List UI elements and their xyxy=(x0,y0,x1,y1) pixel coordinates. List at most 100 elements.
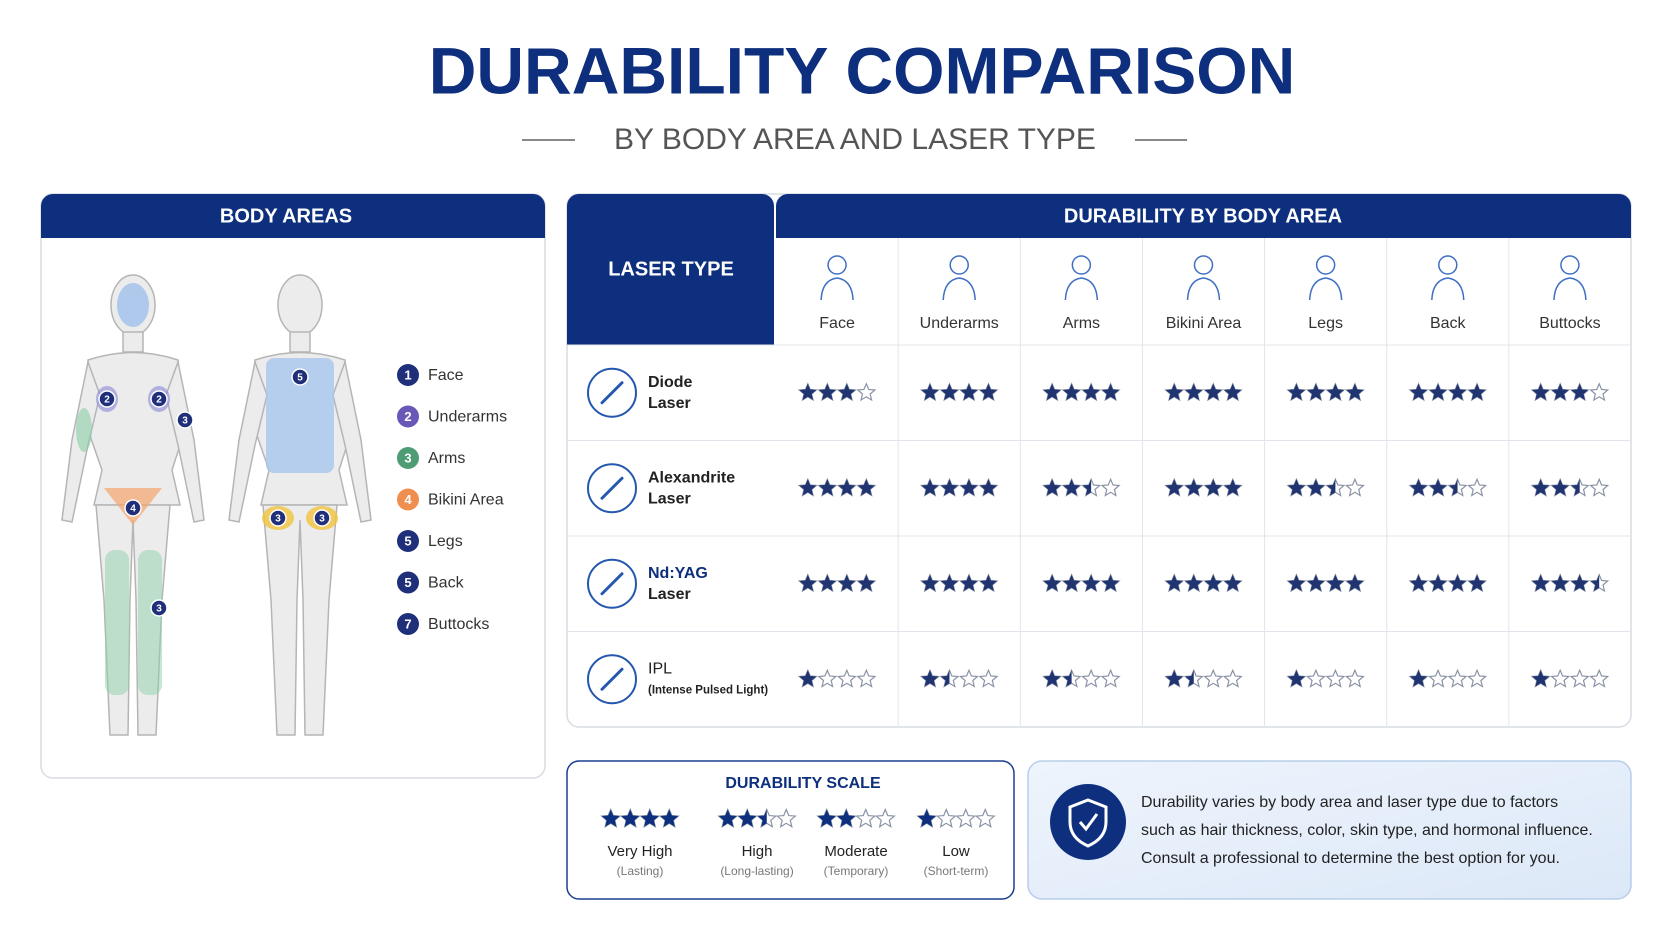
star-fill xyxy=(621,809,640,827)
star-fill xyxy=(979,383,998,401)
star-fill xyxy=(1307,574,1325,592)
star-outline xyxy=(955,807,977,828)
star-outline xyxy=(1325,668,1346,688)
scale-label: Moderate xyxy=(824,843,887,860)
legend-badge xyxy=(397,447,419,469)
star-fill xyxy=(1429,479,1447,496)
star-fill xyxy=(1590,574,1600,592)
area-icon xyxy=(1064,255,1099,301)
star-fill xyxy=(1326,479,1336,496)
marker xyxy=(150,390,168,408)
corner-header xyxy=(567,194,774,345)
star-fill xyxy=(1043,670,1061,687)
star-fill xyxy=(799,383,817,401)
marker xyxy=(269,509,287,527)
area-icon xyxy=(1431,255,1465,301)
star-outline xyxy=(1427,668,1449,688)
star-outline xyxy=(1589,668,1610,688)
star-fill xyxy=(838,383,856,401)
star-fill xyxy=(921,383,939,401)
star-fill xyxy=(960,574,978,592)
column-label: Buttocks xyxy=(1539,315,1600,332)
scale-note: (Long-lasting) xyxy=(720,864,793,878)
star-fill xyxy=(857,479,875,496)
star-fill xyxy=(1063,479,1081,496)
star-outline xyxy=(1466,477,1488,497)
legend-label: Face xyxy=(428,367,464,384)
star-fill xyxy=(817,809,836,827)
star-fill xyxy=(818,479,836,496)
star-rating xyxy=(1530,477,1610,497)
area-icon xyxy=(1186,255,1221,301)
star-outline xyxy=(1550,668,1571,688)
legend-number: 5 xyxy=(404,533,411,548)
icon-head xyxy=(1071,255,1092,275)
icon-body xyxy=(942,277,976,301)
marker xyxy=(124,499,142,517)
icon-body xyxy=(820,277,854,301)
star-fill xyxy=(1185,670,1194,687)
legend-label: Buttocks xyxy=(428,616,489,633)
star-outline xyxy=(775,807,797,828)
laser-glyph xyxy=(600,572,624,596)
laser-glyph xyxy=(600,667,624,691)
star-rating xyxy=(919,573,999,593)
laser-name: Diode xyxy=(648,374,693,391)
star-fill xyxy=(1043,479,1061,496)
star-fill xyxy=(601,809,620,827)
star-fill xyxy=(1287,383,1305,401)
star-rating xyxy=(1408,382,1488,402)
star-fill xyxy=(1224,479,1242,496)
marker xyxy=(313,509,331,527)
legend-badge xyxy=(397,488,419,511)
star-fill xyxy=(940,670,950,687)
table-body: Face Underarms Arms Bikini Area Legs Back Butt… xyxy=(567,238,1631,727)
note-line: Durability varies by body area and laser… xyxy=(1141,794,1558,811)
legend-label: Back xyxy=(428,575,465,592)
star-fill xyxy=(1185,383,1203,401)
star-fill xyxy=(799,670,817,687)
star-rating xyxy=(1530,573,1610,593)
icon-head xyxy=(949,255,969,275)
star-rating xyxy=(919,668,999,688)
star-fill xyxy=(1287,479,1305,496)
laser-name: Alexandrite xyxy=(648,469,735,486)
legend-label: Underarms xyxy=(428,409,507,426)
marker xyxy=(291,368,309,386)
marker xyxy=(176,411,194,429)
star-outline xyxy=(856,668,877,688)
star-rating xyxy=(916,807,996,828)
star-rating xyxy=(1408,477,1488,497)
star-fill xyxy=(940,574,959,592)
star-fill xyxy=(1532,670,1550,687)
star-fill xyxy=(1063,383,1081,401)
icon-body xyxy=(1553,277,1587,301)
scale-note: (Temporary) xyxy=(824,864,889,878)
star-outline xyxy=(1203,668,1224,688)
star-fill xyxy=(979,574,998,592)
star-fill xyxy=(921,479,939,496)
star-fill xyxy=(838,574,856,592)
legend-badge xyxy=(397,613,419,635)
star-rating xyxy=(1286,382,1365,402)
star-fill xyxy=(1165,574,1183,592)
scale-note: (Lasting) xyxy=(617,864,664,878)
legend-number: 1 xyxy=(404,367,411,382)
star-fill xyxy=(1165,383,1183,401)
star-fill xyxy=(1409,383,1428,401)
star-fill xyxy=(1409,574,1428,592)
legend-number: 4 xyxy=(404,492,412,507)
star-outline xyxy=(1100,477,1121,497)
star-fill xyxy=(1409,670,1428,687)
star-rating xyxy=(600,807,680,828)
note-line: such as hair thickness, color, skin type… xyxy=(1141,822,1593,839)
column-label: Legs xyxy=(1308,315,1343,332)
marker-number: 4 xyxy=(130,504,136,515)
star-outline xyxy=(1569,668,1590,688)
star-outline xyxy=(1081,668,1102,688)
star-fill xyxy=(757,809,767,827)
star-outline xyxy=(856,382,877,402)
star-fill xyxy=(660,809,679,827)
star-fill xyxy=(1204,479,1222,496)
